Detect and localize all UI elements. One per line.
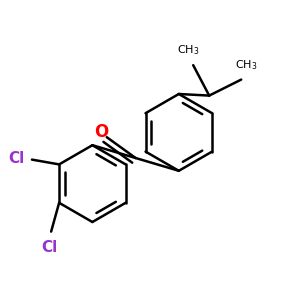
- Text: O: O: [94, 123, 108, 141]
- Text: Cl: Cl: [41, 240, 58, 255]
- Text: CH$_3$: CH$_3$: [177, 44, 200, 57]
- Text: Cl: Cl: [9, 151, 25, 166]
- Text: CH$_3$: CH$_3$: [235, 58, 257, 72]
